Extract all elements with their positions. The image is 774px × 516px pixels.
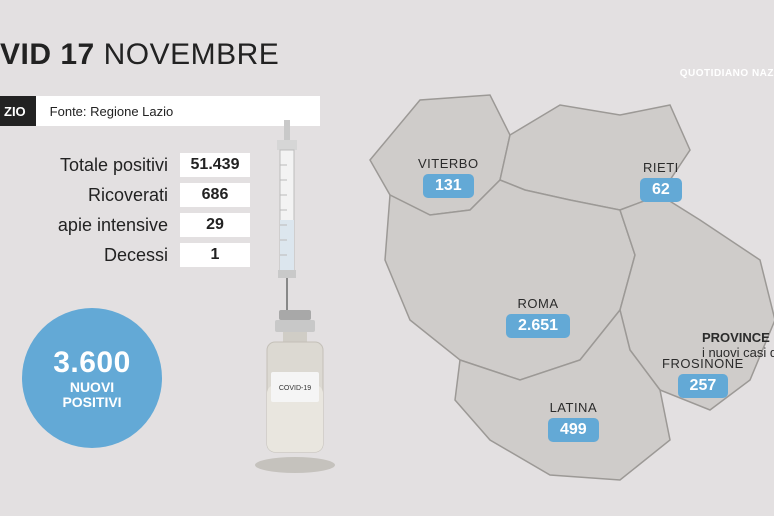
table-row: Ricoverati 686: [0, 180, 250, 210]
stat-label: Decessi: [0, 245, 180, 266]
province-name: RIETI: [640, 160, 682, 175]
side-text-bold: PROVINCE: [702, 330, 774, 345]
province-label: ROMA 2.651: [506, 296, 570, 338]
header-date: 17: [60, 38, 94, 71]
province-value-badge: 2.651: [506, 314, 570, 338]
stat-label: Ricoverati: [0, 185, 180, 206]
table-row: Decessi 1: [0, 240, 250, 270]
province-name: VITERBO: [418, 156, 479, 171]
syringe-vial-icon: COVID-19: [235, 120, 355, 490]
vaccine-illustration: COVID-19: [235, 120, 355, 490]
province-name: LATINA: [548, 400, 599, 415]
watermark: QUOTIDIANO NAZ: [680, 68, 774, 79]
province-label: RIETI 62: [640, 160, 682, 202]
province-value-badge: 131: [423, 174, 474, 198]
province-label: LATINA 499: [548, 400, 599, 442]
province-label: FROSINONE 257: [662, 356, 744, 398]
stat-label: apie intensive: [0, 215, 180, 236]
svg-text:COVID-19: COVID-19: [279, 385, 311, 392]
province-name: FROSINONE: [662, 356, 744, 371]
table-row: apie intensive 29: [0, 210, 250, 240]
region-tag: ZIO: [0, 96, 36, 126]
new-positives-badge: 3.600 NUOVI POSITIVI: [22, 308, 162, 448]
province-value-badge: 62: [640, 178, 682, 202]
header-prefix: VID: [0, 38, 52, 71]
badge-label-1: NUOVI: [70, 380, 114, 395]
source-text: Fonte: Regione Lazio: [36, 104, 174, 119]
lazio-map: PROVINCE i nuovi casi di VITERBO131RIETI…: [360, 80, 774, 500]
province-label: VITERBO 131: [418, 156, 479, 198]
stats-table: Totale positivi 51.439 Ricoverati 686 ap…: [0, 150, 250, 270]
badge-label-2: POSITIVI: [62, 395, 121, 410]
province-value-badge: 499: [548, 418, 599, 442]
province-value-badge: 257: [678, 374, 729, 398]
header-title: VID 17 NOVEMBRE: [0, 38, 279, 72]
table-row: Totale positivi 51.439: [0, 150, 250, 180]
province-name: ROMA: [506, 296, 570, 311]
header-month: NOVEMBRE: [104, 38, 280, 71]
stat-label: Totale positivi: [0, 155, 180, 176]
badge-number: 3.600: [53, 346, 131, 380]
